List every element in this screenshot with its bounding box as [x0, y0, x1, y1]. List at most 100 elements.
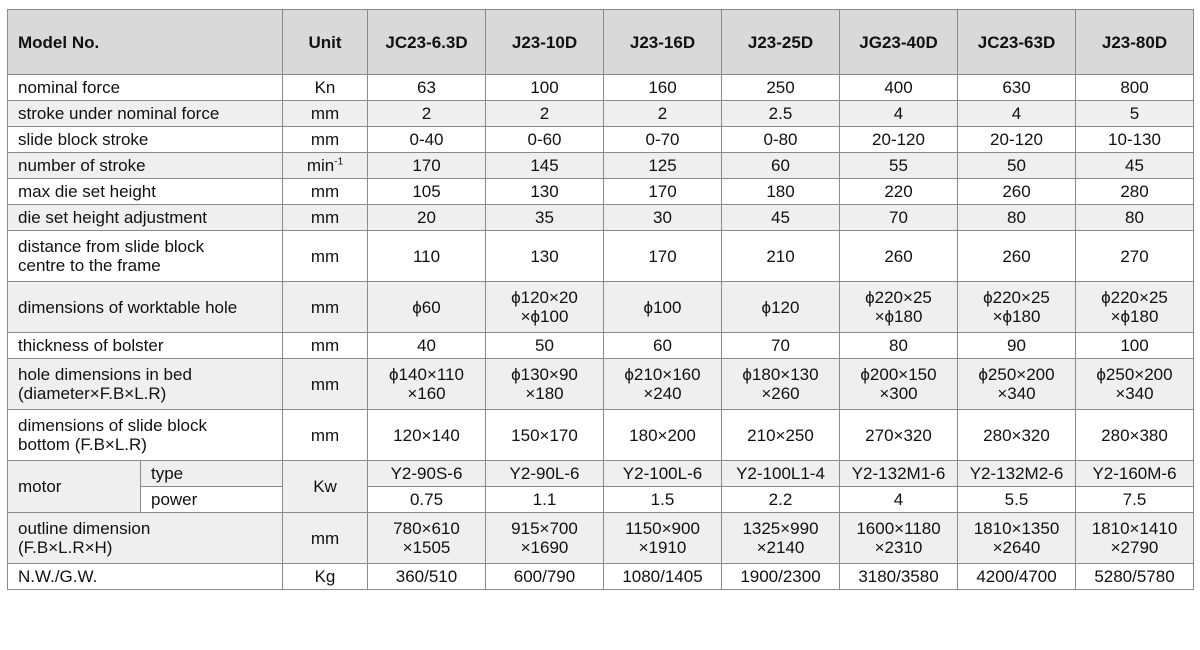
unit-text: mm [310, 130, 340, 149]
row-label-line1: distance from slide block [18, 237, 205, 256]
value-line1: 3180/3580 [858, 567, 939, 586]
unit-text: mm [310, 297, 340, 317]
cell-value: 160 [603, 74, 722, 101]
value-line1: 170 [412, 156, 441, 175]
value-line1: 120×140 [393, 425, 460, 445]
cell-value: 4200/4700 [957, 563, 1076, 590]
header-model: J23-16D [603, 9, 722, 75]
value-line2: ×1505 [402, 538, 451, 557]
cell-value: 100 [1075, 332, 1194, 359]
table-row: distance from slide block centre to the f… [7, 230, 1194, 282]
value-line1: ϕ120×20 [511, 288, 578, 307]
table-row: thickness of bolster mm 40 50 60 70 80 90 100 [7, 332, 1194, 359]
header-unit: Unit [282, 9, 368, 75]
value-line1: 280 [1120, 182, 1149, 201]
row-unit: Kn [282, 74, 368, 101]
value-line1: 250 [766, 78, 795, 97]
row-unit: mm [282, 126, 368, 153]
value-line1: 55 [889, 156, 908, 175]
value-line2: ×ϕ100 [520, 307, 569, 326]
cell-value: 2.2 [721, 486, 840, 513]
cell-value: 400 [839, 74, 958, 101]
value-line1: 2 [657, 104, 668, 123]
value-line1: 110 [412, 246, 441, 266]
value-line1: ϕ120 [761, 297, 800, 317]
value-line1: 2.5 [768, 104, 793, 123]
value-line1: 80 [1007, 208, 1026, 227]
value-line1: 2 [539, 104, 550, 123]
value-line1: 5.5 [1004, 490, 1029, 509]
value-line1: 280×320 [983, 425, 1050, 445]
value-line1: 1810×1350 [973, 519, 1060, 538]
cell-value: ϕ120×20 ×ϕ100 [485, 281, 604, 333]
value-line1: 2.2 [768, 490, 793, 509]
table-row: max die set height mm 105 130 170 180 220 260 28… [7, 178, 1194, 205]
row-label: dimensions of worktable hole [7, 281, 283, 333]
cell-value: 5 [1075, 100, 1194, 127]
cell-value: 170 [603, 230, 722, 282]
value-line1: 0-60 [527, 130, 562, 149]
value-line1: ϕ200×150 [860, 365, 937, 384]
unit-text: mm [310, 246, 340, 266]
value-line1: ϕ220×25 [983, 288, 1050, 307]
value-line1: ϕ220×25 [865, 288, 932, 307]
cell-value: 100 [485, 74, 604, 101]
value-line1: 70 [889, 208, 908, 227]
table-row: N.W./G.W. Kg 360/510 600/790 1080/1405 1900/2… [7, 563, 1194, 590]
row-unit: mm [282, 100, 368, 127]
value-line1: 180 [766, 182, 795, 201]
cell-value: 145 [485, 152, 604, 179]
value-line1: 130 [530, 182, 559, 201]
row-label-line1: thickness of bolster [18, 336, 164, 355]
value-line2: ×340 [1115, 384, 1154, 403]
row-label-line2: (F.B×L.R×H) [18, 538, 113, 557]
value-line1: 30 [653, 208, 672, 227]
value-line1: 260 [1002, 246, 1031, 266]
cell-value: 4 [839, 486, 958, 513]
value-line1: 35 [535, 208, 554, 227]
row-label: distance from slide block centre to the f… [7, 230, 283, 282]
value-line1: 20-120 [990, 130, 1043, 149]
row-sublabel: type [140, 460, 283, 487]
value-line1: 280×380 [1101, 425, 1168, 445]
cell-value: 1900/2300 [721, 563, 840, 590]
cell-value: 2 [603, 100, 722, 127]
row-unit: mm [282, 409, 368, 461]
cell-value: 130 [485, 230, 604, 282]
cell-value: 7.5 [1075, 486, 1194, 513]
cell-value: 600/790 [485, 563, 604, 590]
cell-value: 4 [839, 100, 958, 127]
row-label-line1: N.W./G.W. [18, 567, 98, 586]
cell-value: 915×700 ×1690 [485, 512, 604, 564]
value-line1: Y2-90S-6 [390, 464, 463, 483]
cell-value: 260 [957, 178, 1076, 205]
table-row: nominal force Kn 63 100 160 250 400 630 800 [7, 74, 1194, 101]
row-sublabel: power [140, 486, 283, 513]
spec-table: Model No. Unit JC23-6.3D J23-10D J23-16D J23-… [7, 9, 1194, 590]
row-label-line1: dimensions of slide block [18, 416, 207, 435]
row-unit: mm [282, 358, 368, 410]
row-unit: mm [282, 512, 368, 564]
row-label-line1: die set height adjustment [18, 208, 208, 227]
row-label: outline dimension (F.B×L.R×H) [7, 512, 283, 564]
value-line1: 360/510 [395, 567, 458, 586]
unit-text: mm [310, 182, 340, 201]
cell-value: ϕ180×130 ×260 [721, 358, 840, 410]
value-line2: ×2140 [756, 538, 805, 557]
cell-value: 220 [839, 178, 958, 205]
cell-value: 90 [957, 332, 1076, 359]
value-line1: 630 [1002, 78, 1031, 97]
row-label-line1: nominal force [18, 78, 121, 97]
cell-value: 50 [957, 152, 1076, 179]
cell-value: 80 [957, 204, 1076, 231]
cell-value: 1.5 [603, 486, 722, 513]
cell-value: 2 [367, 100, 486, 127]
value-line1: 0-40 [409, 130, 444, 149]
table-row: hole dimensions in bed (diameter×F.B×L.R)… [7, 358, 1194, 410]
row-label-line1: number of stroke [18, 156, 146, 175]
cell-value: Y2-90L-6 [485, 460, 604, 487]
value-line1: 4 [893, 490, 904, 509]
row-label-line2: (diameter×F.B×L.R) [18, 384, 167, 403]
value-line1: 80 [889, 336, 908, 355]
cell-value: 250 [721, 74, 840, 101]
